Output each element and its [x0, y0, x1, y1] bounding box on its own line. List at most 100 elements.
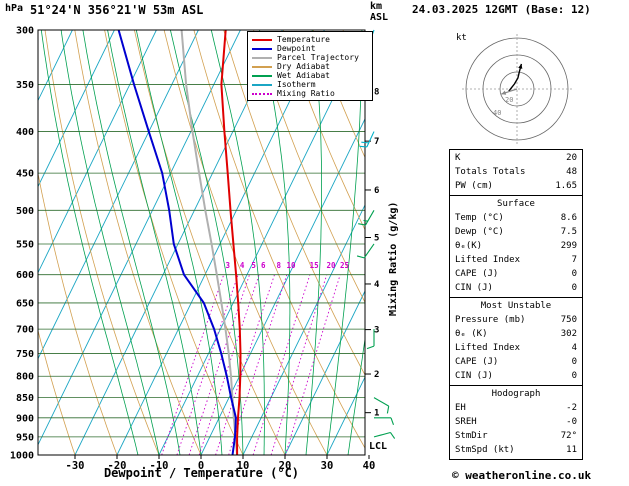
table-row-label: θₑ (K): [455, 329, 488, 339]
table-section-header: Surface: [497, 199, 535, 209]
plot-area: [38, 30, 365, 455]
pressure-tick-label: 300: [16, 26, 34, 37]
legend-label: Parcel Trajectory: [277, 53, 359, 62]
legend-item: Dry Adiabat: [252, 62, 369, 71]
legend-swatch: [252, 83, 272, 86]
mixing-ratio-value-label: 8: [276, 261, 281, 270]
table-section: Surface Temp (°C) 8.6 Dewp (°C) 7.5 θₑ(K) 299 L…: [450, 195, 582, 297]
table-row-label: θₑ(K): [455, 241, 483, 251]
pressure-tick-label: 450: [16, 169, 34, 180]
table-row-value: 7.5: [560, 227, 577, 237]
temperature-axis-label: Dewpoint / Temperature (°C): [103, 466, 300, 480]
table-row-value: 8.6: [560, 213, 577, 223]
legend-label: Temperature: [277, 35, 330, 44]
hodograph-ring-label: 20: [505, 96, 513, 104]
table-row-value: 72°: [560, 431, 577, 441]
table-row-label: CIN (J): [455, 371, 493, 381]
table-row-value: 299: [560, 241, 577, 251]
altitude-axis-label-km: km: [370, 1, 383, 12]
legend-item: Wet Adiabat: [252, 71, 369, 80]
table-row: CAPE (J) 0: [450, 267, 582, 281]
mixing-ratio-axis-label: Mixing Ratio (g/kg): [388, 201, 399, 316]
pressure-tick-label: 850: [16, 393, 34, 404]
pressure-tick-label: 600: [16, 270, 34, 281]
km-tick-label: 1: [374, 409, 379, 419]
mixing-ratio-value-labels: 3 4 5 6 8 10 15 20 25: [226, 261, 349, 270]
table-row: K 20: [450, 151, 582, 165]
km-tick-label: 7: [374, 137, 379, 147]
pressure-tick-label: 400: [16, 127, 34, 138]
temp-tick-label: 40: [363, 460, 376, 472]
table-row: θₑ(K) 299: [450, 239, 582, 253]
table-row: Lifted Index 4: [450, 341, 582, 355]
table-row-value: 20: [566, 153, 577, 163]
pressure-tick-label: 650: [16, 298, 34, 309]
pressure-tick-label: 750: [16, 349, 34, 360]
legend-swatch: [252, 65, 272, 68]
legend-label: Mixing Ratio: [277, 89, 335, 98]
hodograph-unit-label: kt: [456, 33, 467, 43]
pressure-tick-label: 550: [16, 239, 34, 250]
mixing-ratio-value-label: 25: [340, 261, 349, 270]
hodograph-trace: [508, 63, 523, 92]
table-section: Most Unstable Pressure (mb) 750 θₑ (K) 302 Li…: [450, 297, 582, 385]
mixing-ratio-value-label: 10: [287, 261, 297, 270]
table-row: Totals Totals 48: [450, 165, 582, 179]
table-section-header: Most Unstable: [480, 301, 552, 311]
pressure-tick-label: 950: [16, 432, 34, 443]
table-row: EH -2: [450, 401, 582, 415]
table-section: Hodograph EH -2 SREH -0 StmDir 72° StmSpd (kt) 1…: [450, 385, 582, 459]
mixing-ratio-value-label: 3: [226, 261, 231, 270]
table-row-label: Pressure (mb): [455, 315, 526, 325]
table-row-value: 0: [571, 371, 577, 381]
km-tick-label: 8: [374, 87, 379, 97]
km-tick-label: 5: [374, 233, 379, 243]
km-tick-label: 3: [374, 326, 379, 336]
table-row-label: PW (cm): [455, 181, 493, 191]
mixing-ratio-lines: [161, 274, 341, 455]
hodograph-ring-label: 40: [493, 109, 501, 117]
pressure-tick-label: 800: [16, 372, 34, 383]
mixing-ratio-value-label: 20: [327, 261, 337, 270]
temp-tick-label: 10: [237, 460, 250, 472]
temp-tick-labels: -30 -20 -10 0 10 20 30 40: [66, 455, 376, 472]
mixing-ratio-value-label: 15: [310, 261, 319, 270]
table-row: θₑ (K) 302: [450, 327, 582, 341]
table-row: SREH -0: [450, 415, 582, 429]
temp-tick-label: -10: [150, 460, 169, 472]
table-row-value: 0: [571, 269, 577, 279]
legend-item: Temperature: [252, 35, 369, 44]
table-row-label: SREH: [455, 417, 477, 427]
table-row: Temp (°C) 8.6: [450, 211, 582, 225]
table-row: CIN (J) 0: [450, 369, 582, 383]
table-row: Pressure (mb) 750: [450, 313, 582, 327]
table-section: K 20 Totals Totals 48 PW (cm) 1.65: [450, 150, 582, 195]
legend-swatch: [252, 92, 272, 95]
legend-item: Parcel Trajectory: [252, 53, 369, 62]
legend-swatch: [252, 38, 272, 41]
datetime-title: 24.03.2025 12GMT (Base: 12): [412, 3, 591, 16]
table-row: CAPE (J) 0: [450, 355, 582, 369]
table-row-label: Totals Totals: [455, 167, 526, 177]
lcl-marker-label: LCL: [369, 441, 388, 452]
km-tick-label: 6: [374, 186, 379, 196]
temp-tick-label: -30: [66, 460, 85, 472]
station-title: 51°24'N 356°21'W 53m ASL: [30, 3, 204, 17]
table-row: CIN (J) 0: [450, 281, 582, 295]
table-row-value: 48: [566, 167, 577, 177]
legend-label: Isotherm: [277, 80, 316, 89]
table-row: Dewp (°C) 7.5: [450, 225, 582, 239]
legend-label: Dewpoint: [277, 44, 316, 53]
legend: Temperature Dewpoint Parcel Trajectory Dry …: [247, 31, 373, 101]
mixing-ratio-value-label: 6: [261, 261, 266, 270]
temp-tick-label: 0: [198, 460, 204, 472]
table-row-label: Lifted Index: [455, 343, 521, 353]
table-row-value: 1.65: [555, 181, 577, 191]
table-row-value: 0: [571, 357, 577, 367]
dewpoint-curve: [117, 30, 237, 455]
table-row-value: -2: [566, 403, 577, 413]
table-row-label: CAPE (J): [455, 269, 499, 279]
pressure-gridlines: [38, 30, 365, 455]
